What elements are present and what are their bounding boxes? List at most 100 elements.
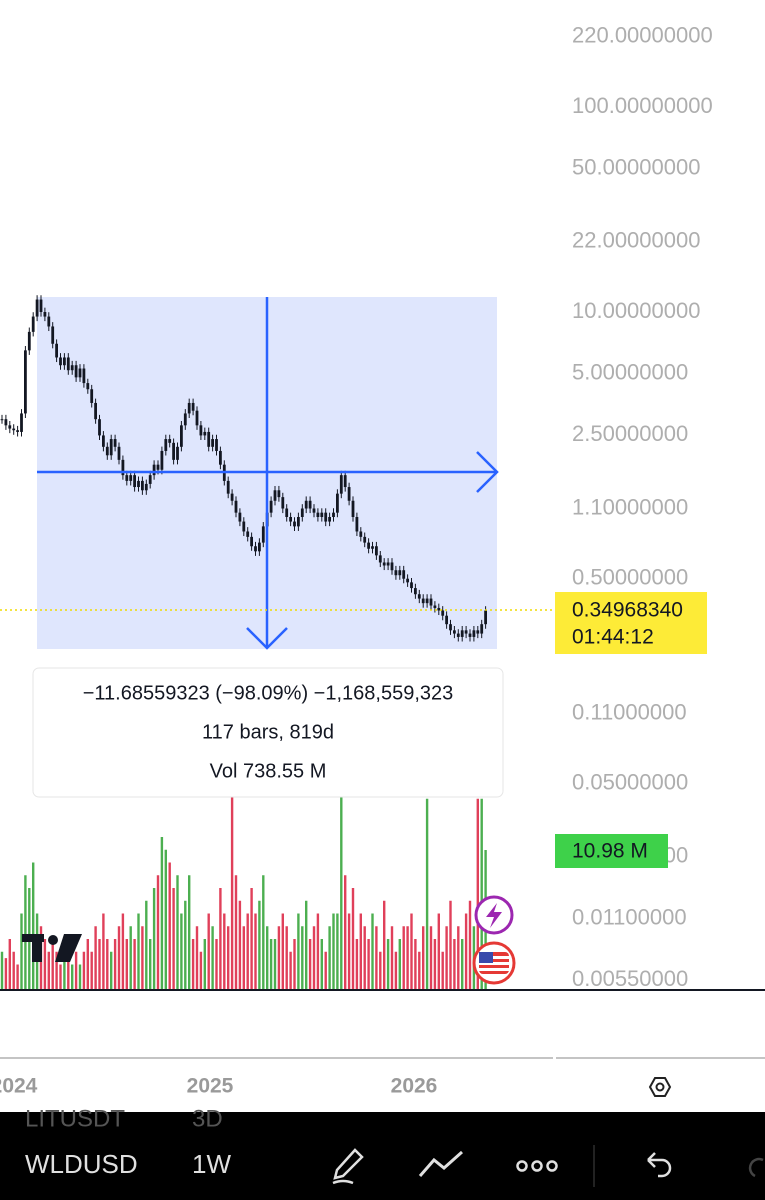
candle-body bbox=[12, 428, 16, 431]
candle-body bbox=[226, 480, 230, 494]
candle-body bbox=[484, 610, 487, 625]
candle-body bbox=[304, 500, 308, 509]
candle-body bbox=[27, 331, 31, 351]
volume-bar bbox=[457, 926, 460, 990]
volume-bar bbox=[8, 939, 11, 990]
candle-body bbox=[382, 562, 386, 566]
settings-icon[interactable] bbox=[648, 1077, 672, 1097]
volume-bar bbox=[141, 926, 144, 990]
undo-icon[interactable] bbox=[647, 1152, 672, 1178]
candle-body bbox=[386, 562, 390, 566]
candle-body bbox=[133, 475, 136, 488]
candle-body bbox=[230, 493, 234, 501]
volume-bar bbox=[250, 888, 253, 990]
toolbar bbox=[0, 1112, 765, 1200]
volume-bar bbox=[324, 951, 327, 990]
interval[interactable]: 1W bbox=[192, 1149, 231, 1179]
candle-body bbox=[31, 316, 35, 332]
volume-bar bbox=[273, 939, 277, 990]
volume-bar bbox=[308, 939, 312, 990]
volume-bar bbox=[215, 939, 218, 990]
volume-bar bbox=[199, 951, 203, 990]
y-tick-label: 5.00000000 bbox=[572, 360, 688, 385]
x-tick-label: 2025 bbox=[187, 1075, 234, 1098]
volume-bar bbox=[129, 926, 132, 990]
volume-bar bbox=[102, 913, 105, 990]
tv-logo bbox=[22, 934, 82, 962]
candle-body bbox=[453, 630, 456, 634]
volume-bar bbox=[106, 939, 109, 990]
candle-body bbox=[375, 546, 378, 556]
volume-bar bbox=[445, 926, 448, 990]
candle-body bbox=[55, 343, 58, 358]
volume-bar bbox=[203, 939, 206, 990]
candle-body bbox=[160, 450, 164, 470]
candle-body bbox=[398, 570, 402, 576]
candle-body bbox=[277, 490, 281, 498]
candle-body bbox=[203, 431, 207, 436]
flag-glyph bbox=[479, 952, 509, 974]
candle-body bbox=[339, 475, 343, 494]
volume-bar bbox=[316, 913, 320, 990]
candle-body bbox=[168, 439, 172, 443]
volume-bar bbox=[20, 913, 23, 990]
candle-body bbox=[480, 624, 484, 634]
candle-body bbox=[269, 500, 273, 513]
more-icon[interactable] bbox=[516, 1160, 558, 1172]
y-tick-label: 1.10000000 bbox=[572, 494, 688, 519]
volume-bar bbox=[344, 875, 347, 990]
trend-icon[interactable] bbox=[418, 1150, 463, 1177]
volume-bar bbox=[266, 926, 269, 990]
candle-body bbox=[336, 493, 339, 513]
volume-bar bbox=[262, 875, 265, 990]
candle-body bbox=[211, 439, 214, 447]
draw-icon[interactable] bbox=[332, 1148, 364, 1185]
volume-bar bbox=[98, 939, 101, 990]
volume-bar bbox=[351, 888, 355, 990]
candle-body bbox=[0, 419, 4, 421]
last-price: 0.34968340 bbox=[572, 599, 683, 622]
volume-bar bbox=[133, 939, 136, 990]
volume-label: 10.98 M bbox=[572, 840, 648, 863]
candle-body bbox=[417, 594, 421, 599]
volume-bar bbox=[340, 709, 343, 990]
volume-bar bbox=[230, 709, 234, 990]
candle-body bbox=[191, 402, 195, 411]
volume-label-box bbox=[555, 834, 668, 868]
candle-body bbox=[425, 598, 429, 604]
y-tick-label: 0.11000000 bbox=[572, 699, 687, 724]
redo-icon[interactable] bbox=[748, 1157, 764, 1178]
candle-body bbox=[281, 497, 285, 509]
volume-bar bbox=[67, 939, 70, 990]
volume-bar bbox=[386, 939, 390, 990]
volume-bar bbox=[281, 913, 284, 990]
volume-bar bbox=[125, 939, 128, 990]
volume-bar bbox=[449, 900, 452, 990]
other-symbol[interactable]: LITUSDT bbox=[25, 1105, 125, 1132]
candle-body bbox=[78, 368, 82, 378]
y-tick-label: 0.50000000 bbox=[572, 565, 688, 590]
candle-body bbox=[449, 624, 452, 631]
volume-bar bbox=[51, 939, 54, 990]
candle-body bbox=[320, 512, 324, 517]
volume-bar bbox=[305, 900, 308, 990]
candle-body bbox=[113, 439, 117, 447]
candle-body bbox=[476, 630, 480, 634]
volume-bar bbox=[468, 900, 472, 990]
volume-bar bbox=[414, 939, 417, 990]
volume-bar bbox=[347, 913, 351, 990]
candle-body bbox=[355, 517, 359, 532]
volume-bar bbox=[242, 926, 245, 990]
candle-body bbox=[297, 517, 300, 527]
y-tick-label: 220.00000000 bbox=[572, 23, 713, 48]
candle-body bbox=[172, 442, 175, 460]
other-interval[interactable]: 3D bbox=[192, 1105, 223, 1132]
candle-body bbox=[441, 610, 445, 616]
candle-body bbox=[105, 446, 109, 456]
volume-bar bbox=[74, 951, 78, 990]
volume-layer bbox=[0, 709, 487, 990]
volume-bar bbox=[71, 964, 74, 990]
volume-bar bbox=[117, 926, 121, 990]
symbol[interactable]: WLDUSD bbox=[25, 1149, 138, 1179]
volume-bar bbox=[168, 862, 171, 990]
